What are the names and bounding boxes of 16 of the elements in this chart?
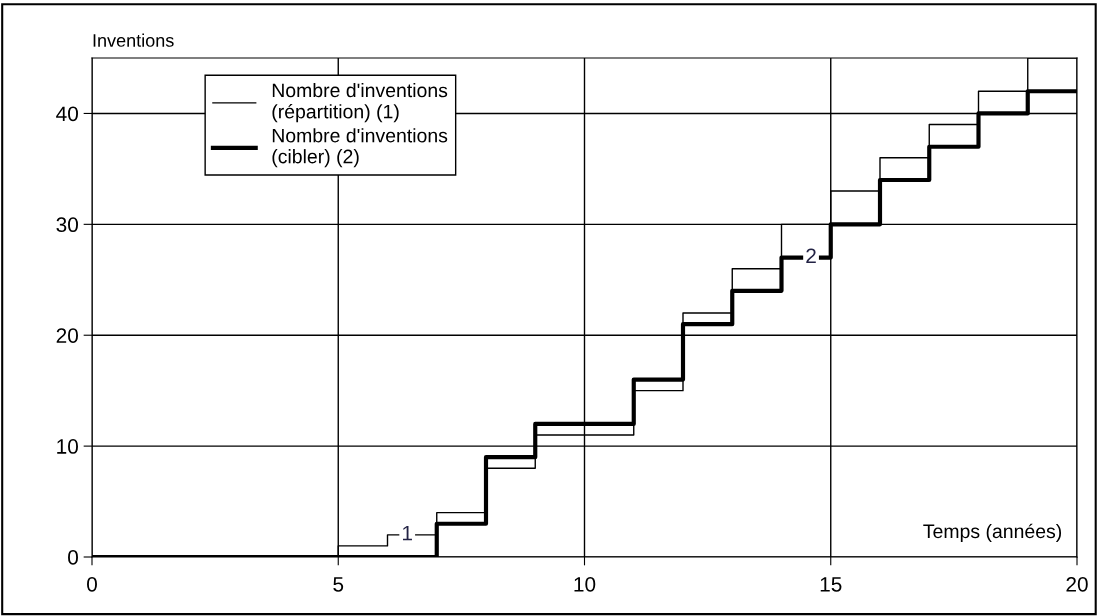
y-tick-label: 20: [56, 328, 78, 343]
x-tick-label: 5: [333, 577, 344, 592]
y-axis-title: Inventions: [93, 33, 174, 47]
x-tick-label: 20: [1066, 576, 1088, 592]
x-tick-label: 0: [87, 576, 97, 592]
x-tick-label: 10: [574, 576, 596, 592]
y-tick-label: 40: [56, 106, 78, 122]
y-tick-label: 10: [57, 439, 78, 454]
annotation: 1: [403, 525, 412, 541]
legend-label: Nombre d'inventions (répartition) (1): [272, 82, 448, 123]
annotation: 2: [806, 248, 816, 263]
x-axis-title: Temps (années): [923, 523, 1062, 543]
y-tick-label: 0: [68, 550, 78, 565]
y-tick-label: 30: [56, 217, 78, 233]
legend-label: Nombre d'inventions (cibler) (2): [272, 128, 448, 168]
x-tick-label: 15: [820, 577, 842, 592]
